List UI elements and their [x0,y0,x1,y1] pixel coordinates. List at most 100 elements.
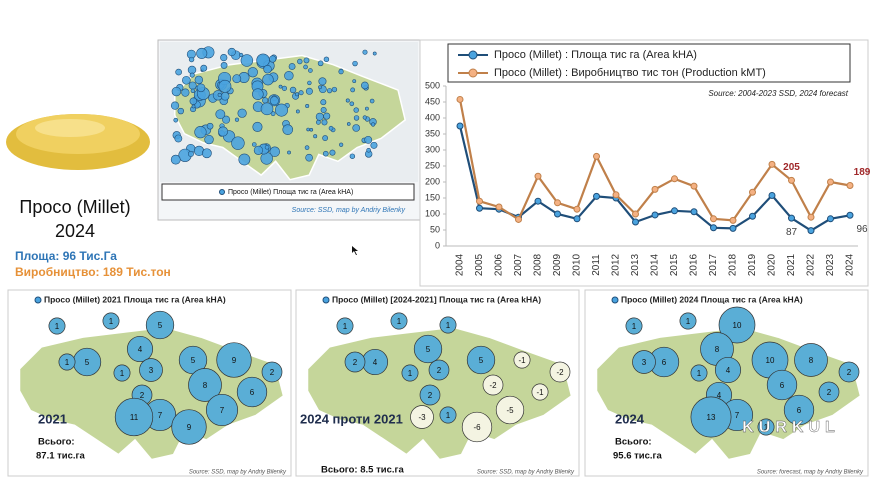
map-bubble [305,153,313,162]
map-bubble [231,136,245,150]
map-bubble [181,88,190,97]
map-bubble [305,104,310,109]
map-bubble [269,96,279,106]
map-bubble [461,411,493,443]
map-bubble [428,359,450,381]
crop-title: Просо (Millet) [19,197,130,217]
map-bubble [206,122,214,130]
map-bubble [215,109,226,120]
map-bubble [196,83,206,93]
map-bubble [766,369,798,401]
map-bubble [58,353,76,371]
map-bubble [323,56,330,63]
top-map-legend: Просо (Millet) Площа тис га (Area kHA) [228,189,353,196]
map-bubble [307,80,312,86]
map-bubble [439,406,457,424]
bubble-label: 5 [479,356,484,365]
x-tick-label: 2005 [474,253,485,276]
map-bubble [113,364,131,382]
map-bubble [297,58,303,65]
data-point [612,191,620,199]
map-bubble [177,107,184,115]
x-tick-label: 2010 [572,253,583,276]
map-year-label: 2021 [38,411,67,426]
legend-label: Просо (Millet) : Площа тис га (Area kHA) [494,49,697,61]
map-bubble [321,119,328,126]
map-bubble [191,104,196,109]
map-bubble [216,342,252,378]
map-bubble [419,384,441,406]
y-tick-label: 250 [425,160,440,170]
data-point [593,192,600,200]
x-tick-label: 2006 [494,253,505,276]
map-bubble [240,54,254,67]
country-shape [174,54,407,181]
map-bubble [513,351,531,369]
map-bubble [338,69,344,75]
bubble-label: -2 [489,381,497,390]
data-point [593,152,600,160]
bubble-label: 1 [55,322,60,331]
data-point [690,182,698,190]
map-bubble [170,154,181,165]
map-bubble [531,383,549,401]
bubble-label: 1 [109,317,114,326]
map-bubble [346,122,351,126]
data-point [788,176,795,184]
y-tick-label: 150 [425,192,440,202]
map-legend: Просо (Millet) [2024-2021] Площа тис га … [332,294,541,304]
map-bubble [364,106,369,111]
map-bubble [718,306,756,344]
x-tick-label: 2009 [552,253,563,276]
x-tick-label: 2014 [650,253,661,276]
bubble-label: 8 [809,356,814,365]
bubble-label: 3 [149,366,154,375]
bubble-label: 2 [437,366,442,375]
map-bubble [48,317,66,335]
map-bubble [353,107,359,113]
data-point [534,172,542,180]
x-tick-label: 2020 [767,253,778,276]
bubble-label: 5 [85,358,90,367]
data-point [729,224,737,232]
map-bubble [794,343,828,377]
bubble-label: -3 [418,413,426,422]
map-bubble [318,77,327,86]
map-total: 87.1 тис.га [36,451,86,462]
value-label: 189 [854,167,871,178]
map-bubble [401,364,419,382]
bubble-label: 1 [408,369,413,378]
map-legend: Просо (Millet) 2024 Площа тис га (Area k… [621,294,803,304]
data-point [827,215,834,223]
map-bubble [625,317,643,335]
map-bubble [227,47,236,57]
map-bubble [278,84,283,89]
bubble-label: 11 [130,413,139,422]
bubble-label: 1 [397,317,402,326]
map-bubble [466,345,496,375]
bubble-label: 7 [735,411,740,420]
bubble-label: 1 [686,317,691,326]
map-total-title: Всього: [38,437,75,448]
data-point [846,211,854,219]
map-bubble [349,101,355,107]
y-tick-label: 50 [430,224,440,234]
x-tick-label: 2021 [786,253,797,276]
x-tick-label: 2017 [708,253,719,276]
map-bubble [275,103,289,117]
map-bubble [261,361,283,383]
map-bubble [256,53,270,67]
bubble-label: 1 [632,322,637,331]
data-point [671,207,678,215]
map-bubble [281,85,288,91]
map-bubble [287,150,291,155]
map-bubble [690,364,708,382]
legend-marker [322,296,330,304]
top-map-legend-box [161,183,415,201]
area-summary: Площа: 96 Тис.Га [15,249,117,263]
crop-year: 2024 [55,221,95,241]
map-bubble [288,63,296,70]
map-bubble [331,86,338,93]
map-bubble [239,52,244,58]
map-bubble [282,124,294,135]
